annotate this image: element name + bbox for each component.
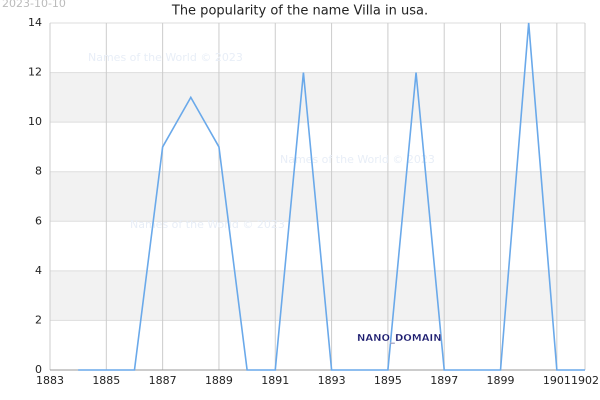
x-tick-label: 1901 xyxy=(543,374,571,387)
x-tick-label: 1893 xyxy=(318,374,346,387)
y-tick-label: 2 xyxy=(35,313,42,326)
watermark: Names of the World © 2023 xyxy=(280,153,435,166)
plot: NANO_DOMAIN xyxy=(78,22,585,371)
chart-title: The popularity of the name Villa in usa. xyxy=(171,4,428,19)
data-line xyxy=(78,22,585,371)
y-tick-label: 8 xyxy=(35,165,42,178)
x-tick-label: 1885 xyxy=(92,374,120,387)
annotation: NANO_DOMAIN xyxy=(357,333,442,344)
y-tick-label: 14 xyxy=(28,16,42,29)
watermark: Names of the World © 2023 xyxy=(130,218,285,231)
watermark: Names of the World © 2023 xyxy=(88,51,243,64)
grid-band xyxy=(50,72,585,123)
date-stamp: 2023-10-10 xyxy=(2,0,66,10)
y-tick-label: 6 xyxy=(35,214,42,227)
x-tick-label: 1891 xyxy=(261,374,289,387)
x-tick-label: 1887 xyxy=(149,374,177,387)
grid-band xyxy=(50,270,585,321)
y-tick-label: 0 xyxy=(35,363,42,376)
y-tick-label: 12 xyxy=(28,66,42,79)
x-tick-label: 1902 xyxy=(571,374,599,387)
x-tick-label: 1889 xyxy=(205,374,233,387)
x-tick-label: 1897 xyxy=(430,374,458,387)
x-tick-label: 1899 xyxy=(487,374,515,387)
plot-background: 0 2 4 6 8 10 12 14 1883 1885 1887 1889 1891 1893 1895 1… xyxy=(28,16,599,387)
x-tick-label: 1895 xyxy=(374,374,402,387)
y-tick-label: 10 xyxy=(28,115,42,128)
y-tick-label: 4 xyxy=(35,264,42,277)
x-tick-label: 1883 xyxy=(36,374,64,387)
